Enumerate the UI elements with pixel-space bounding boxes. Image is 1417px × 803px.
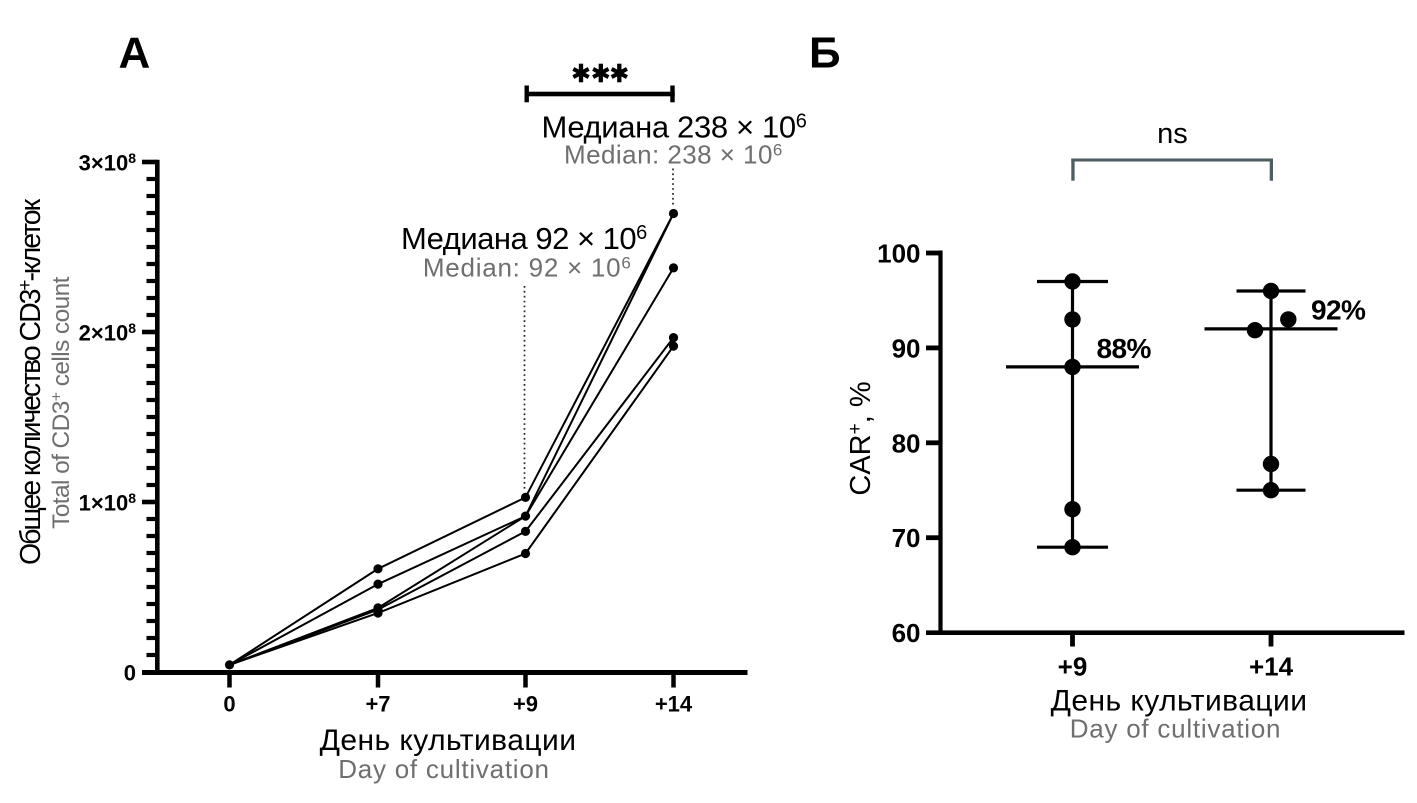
svg-text:+14: +14: [1249, 652, 1294, 682]
svg-text:88%: 88%: [1097, 333, 1152, 364]
svg-text:Медиана 92 × 106: Медиана 92 × 106: [401, 221, 647, 256]
svg-text:1×108: 1×108: [79, 490, 137, 516]
svg-text:90: 90: [892, 333, 921, 363]
svg-text:Б: Б: [809, 29, 841, 78]
svg-text:60: 60: [892, 618, 921, 648]
svg-text:А: А: [119, 29, 151, 78]
svg-text:80: 80: [892, 428, 921, 458]
svg-text:2×108: 2×108: [79, 320, 137, 346]
svg-text:100: 100: [877, 239, 920, 269]
svg-text:CAR+, %: CAR+, %: [845, 381, 877, 495]
svg-text:+9: +9: [513, 692, 538, 717]
svg-text:Median: 92 × 106: Median: 92 × 106: [423, 253, 632, 283]
svg-text:+7: +7: [365, 692, 390, 717]
svg-text:0: 0: [124, 661, 136, 686]
svg-text:Day of cultivation: Day of cultivation: [1070, 714, 1281, 744]
svg-text:92%: 92%: [1311, 295, 1366, 326]
svg-text:0: 0: [223, 692, 235, 717]
svg-text:Median: 238 × 106: Median: 238 × 106: [564, 140, 783, 170]
svg-text:Общее количество CD3+-клеток: Общее количество CD3+-клеток: [15, 198, 47, 565]
svg-text:3×108: 3×108: [79, 150, 137, 176]
svg-text:+14: +14: [655, 692, 693, 717]
svg-text:Day of cultivation: Day of cultivation: [338, 754, 549, 784]
svg-text:70: 70: [892, 523, 921, 553]
svg-text:День культивации: День культивации: [320, 724, 577, 757]
svg-text:Total of CD3+ cells count: Total of CD3+ cells count: [48, 276, 75, 529]
svg-text:День культивации: День культивации: [1051, 685, 1308, 718]
svg-text:ns: ns: [1157, 118, 1188, 150]
svg-text:Медиана 238 × 106: Медиана 238 × 106: [542, 110, 807, 145]
svg-text:+9: +9: [1058, 652, 1088, 682]
